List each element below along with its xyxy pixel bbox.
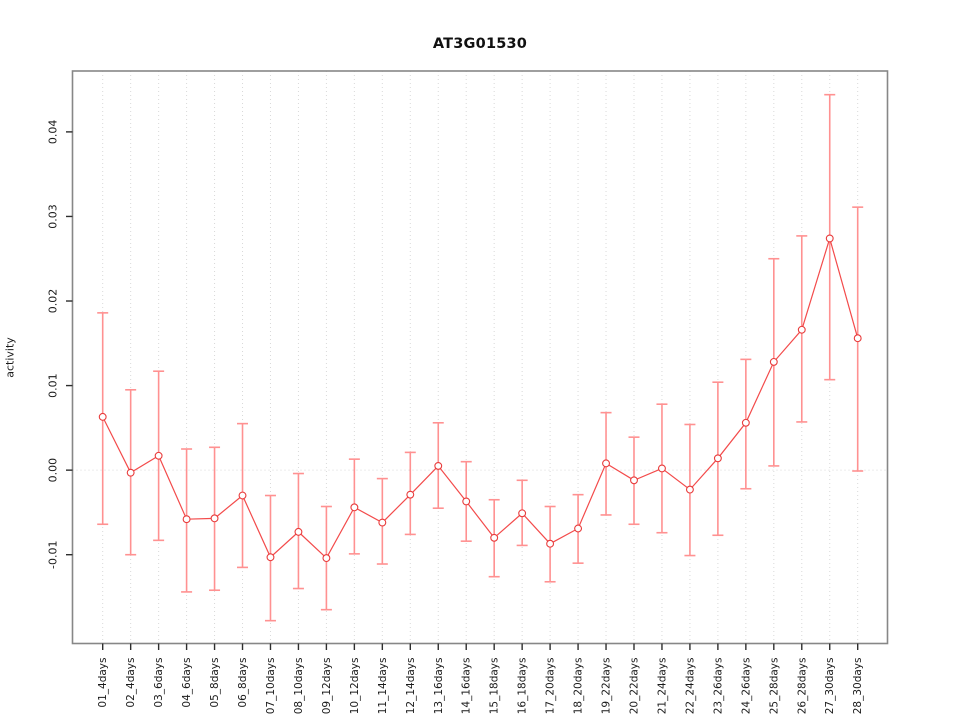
x-tick-label: 28_30days: [852, 658, 864, 715]
data-point: [406, 490, 415, 499]
data-point: [294, 527, 303, 536]
y-tick-label: 0.01: [47, 373, 60, 398]
y-tick-label: 0.02: [47, 289, 60, 314]
x-tick-label: 22_24days: [684, 658, 696, 715]
y-tick-label: 0.00: [47, 458, 60, 483]
series-line: [102, 236, 859, 560]
x-tick-label: 15_18days: [489, 658, 501, 715]
data-point: [741, 418, 750, 427]
data-point: [126, 468, 135, 477]
x-tick-label: 01_4days: [97, 658, 109, 708]
x-tick-label: 26_28days: [796, 658, 808, 715]
data-point: [266, 553, 275, 562]
x-tick-label: 02_4days: [125, 658, 137, 708]
data-point: [713, 454, 722, 463]
x-tick-label: 20_22days: [628, 658, 640, 715]
x-tick-label: 17_20days: [545, 658, 557, 715]
x-tick-label: 03_6days: [153, 658, 165, 708]
data-point: [630, 476, 638, 485]
data-point: [825, 234, 834, 243]
x-tick-label: 12_14days: [405, 658, 417, 715]
x-tick-label: 10_12days: [349, 658, 361, 715]
x-tick-label: 16_18days: [517, 658, 529, 715]
data-point: [154, 451, 163, 460]
x-tick-label: 06_8days: [237, 658, 249, 708]
x-tick-label: 27_30days: [824, 658, 836, 715]
x-tick-label: 09_12days: [321, 658, 333, 715]
y-tick-label: 0.04: [47, 120, 60, 145]
data-point: [434, 461, 443, 470]
x-tick-label: 24_26days: [740, 658, 752, 715]
data-point: [518, 509, 527, 518]
data-point: [797, 325, 806, 334]
x-tick-label: 08_10days: [293, 658, 305, 715]
x-tick-label: 25_28days: [768, 658, 780, 715]
x-tick-label: 13_16days: [433, 658, 445, 715]
x-tick-label: 05_8days: [209, 658, 221, 708]
data-point: [769, 357, 778, 366]
data-point: [602, 459, 610, 468]
x-tick-label: 18_20days: [573, 658, 585, 715]
plot-border: [71, 70, 889, 645]
y-tick-label: -0.01: [47, 540, 60, 568]
data-point: [182, 515, 191, 524]
data-point: [98, 412, 107, 421]
data-point: [658, 464, 666, 473]
data-point: [685, 485, 694, 494]
y-tick-label: 0.03: [47, 204, 60, 229]
data-point: [462, 497, 471, 506]
x-tick-label: 14_16days: [461, 658, 473, 715]
x-tick-label: 04_6days: [181, 658, 193, 708]
data-point: [546, 539, 555, 548]
data-point: [490, 533, 499, 542]
data-point: [210, 514, 219, 523]
data-point: [574, 524, 583, 533]
data-point: [378, 518, 387, 527]
data-point: [322, 554, 331, 563]
x-tick-label: 11_14days: [377, 658, 389, 715]
data-point: [853, 334, 862, 343]
x-tick-label: 23_26days: [712, 658, 724, 715]
x-tick-label: 07_10days: [265, 658, 277, 715]
data-point: [350, 503, 359, 512]
data-point: [238, 491, 247, 500]
x-tick-label: 19_22days: [601, 658, 613, 715]
x-tick-label: 21_24days: [656, 658, 668, 715]
chart-title: AT3G01530: [432, 36, 528, 52]
